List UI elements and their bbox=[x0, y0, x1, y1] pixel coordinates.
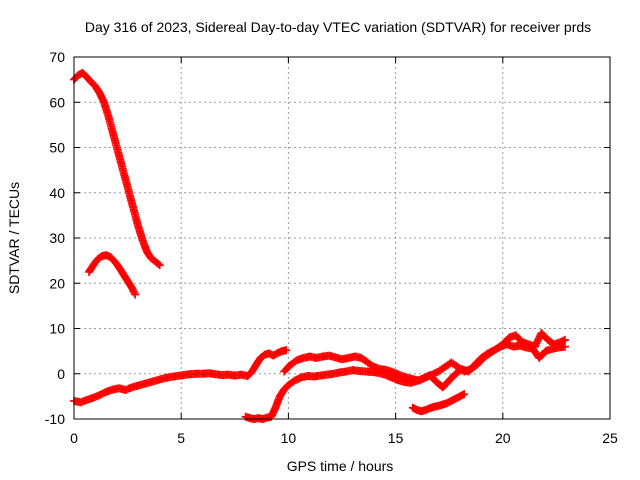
data-point bbox=[131, 290, 140, 299]
series-segment-4 bbox=[241, 340, 569, 423]
y-tick-label: 30 bbox=[49, 230, 65, 246]
y-tick-label: 60 bbox=[49, 94, 65, 110]
data-point bbox=[560, 342, 569, 351]
x-tick-label: 10 bbox=[281, 430, 297, 446]
series-segment-5 bbox=[280, 329, 569, 385]
x-tick-label: 15 bbox=[388, 430, 404, 446]
data-point bbox=[460, 390, 469, 399]
x-axis-label: GPS time / hours bbox=[287, 458, 394, 474]
grid bbox=[74, 57, 610, 419]
y-axis-label: SDTVAR / TECUs bbox=[6, 182, 22, 294]
data-point bbox=[130, 288, 139, 297]
y-tick-label: -10 bbox=[45, 411, 65, 427]
data-point bbox=[282, 346, 291, 355]
y-tick-label: 20 bbox=[49, 275, 65, 291]
x-tick-label: 5 bbox=[177, 430, 185, 446]
axis-ticks: 0 5 10 15 20 25 -10 0 10 20 30 40 50 60 70 bbox=[45, 49, 618, 446]
y-tick-label: 0 bbox=[57, 366, 65, 382]
x-tick-label: 25 bbox=[602, 430, 618, 446]
data-points bbox=[70, 68, 569, 423]
series-segment-6 bbox=[408, 390, 469, 416]
x-tick-label: 20 bbox=[495, 430, 511, 446]
data-point bbox=[155, 261, 164, 270]
y-tick-label: 70 bbox=[49, 49, 65, 65]
y-tick-label: 40 bbox=[49, 185, 65, 201]
y-tick-label: 10 bbox=[49, 321, 65, 337]
series-segment-2 bbox=[85, 251, 140, 299]
x-tick-label: 0 bbox=[70, 430, 78, 446]
chart-title: Day 316 of 2023, Sidereal Day-to-day VTE… bbox=[85, 19, 591, 35]
data-point bbox=[154, 259, 163, 268]
series-segment-3 bbox=[70, 346, 291, 407]
y-tick-label: 50 bbox=[49, 140, 65, 156]
series-segment-1 bbox=[70, 68, 164, 270]
data-point bbox=[560, 335, 569, 344]
